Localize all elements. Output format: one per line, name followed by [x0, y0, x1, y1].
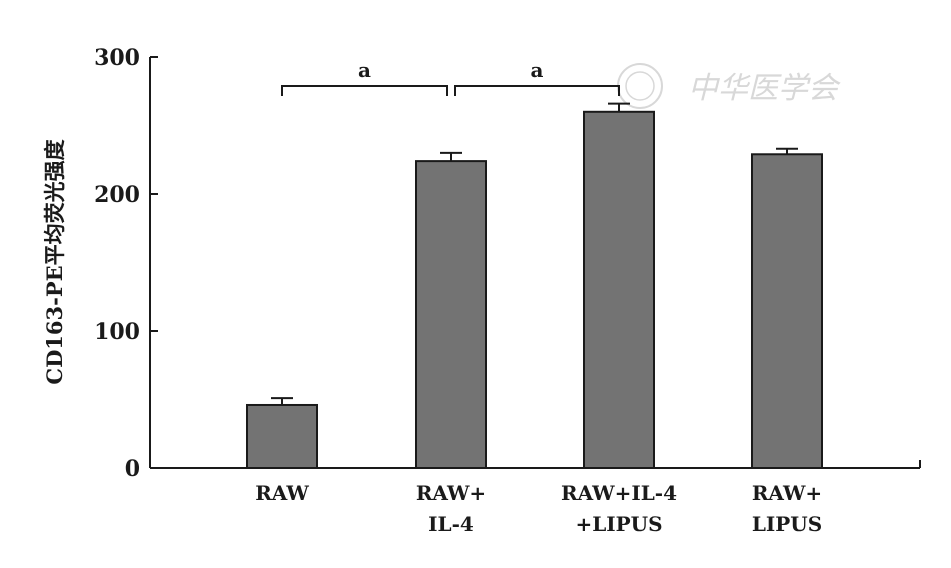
y-tick-label: 100 [94, 319, 140, 345]
x-category-label: IL-4 [428, 512, 474, 536]
x-category-label: RAW [255, 481, 309, 505]
watermark-text: 中华医学会 [688, 71, 841, 106]
significance-label: a [531, 58, 544, 82]
y-tick-label: 0 [125, 456, 140, 482]
y-tick-label: 300 [94, 45, 140, 71]
x-category-label: RAW+ [416, 481, 486, 505]
bar [246, 403, 318, 470]
significance-bracket [454, 85, 620, 96]
significance-label: a [358, 58, 371, 82]
bar [751, 153, 823, 470]
bar [583, 110, 655, 470]
watermark: 中华医学会 [617, 63, 841, 109]
x-category-label: +LIPUS [575, 512, 662, 536]
bar [415, 160, 487, 469]
y-axis-label: CD163-PE平均荧光强度 [42, 139, 67, 384]
x-category-label: RAW+ [752, 481, 822, 505]
x-category-label: LIPUS [752, 512, 822, 536]
y-tick-label: 200 [94, 182, 140, 208]
x-category-label: RAW+IL-4 [561, 481, 677, 505]
seal-icon [617, 63, 663, 109]
significance-bracket [281, 85, 448, 96]
